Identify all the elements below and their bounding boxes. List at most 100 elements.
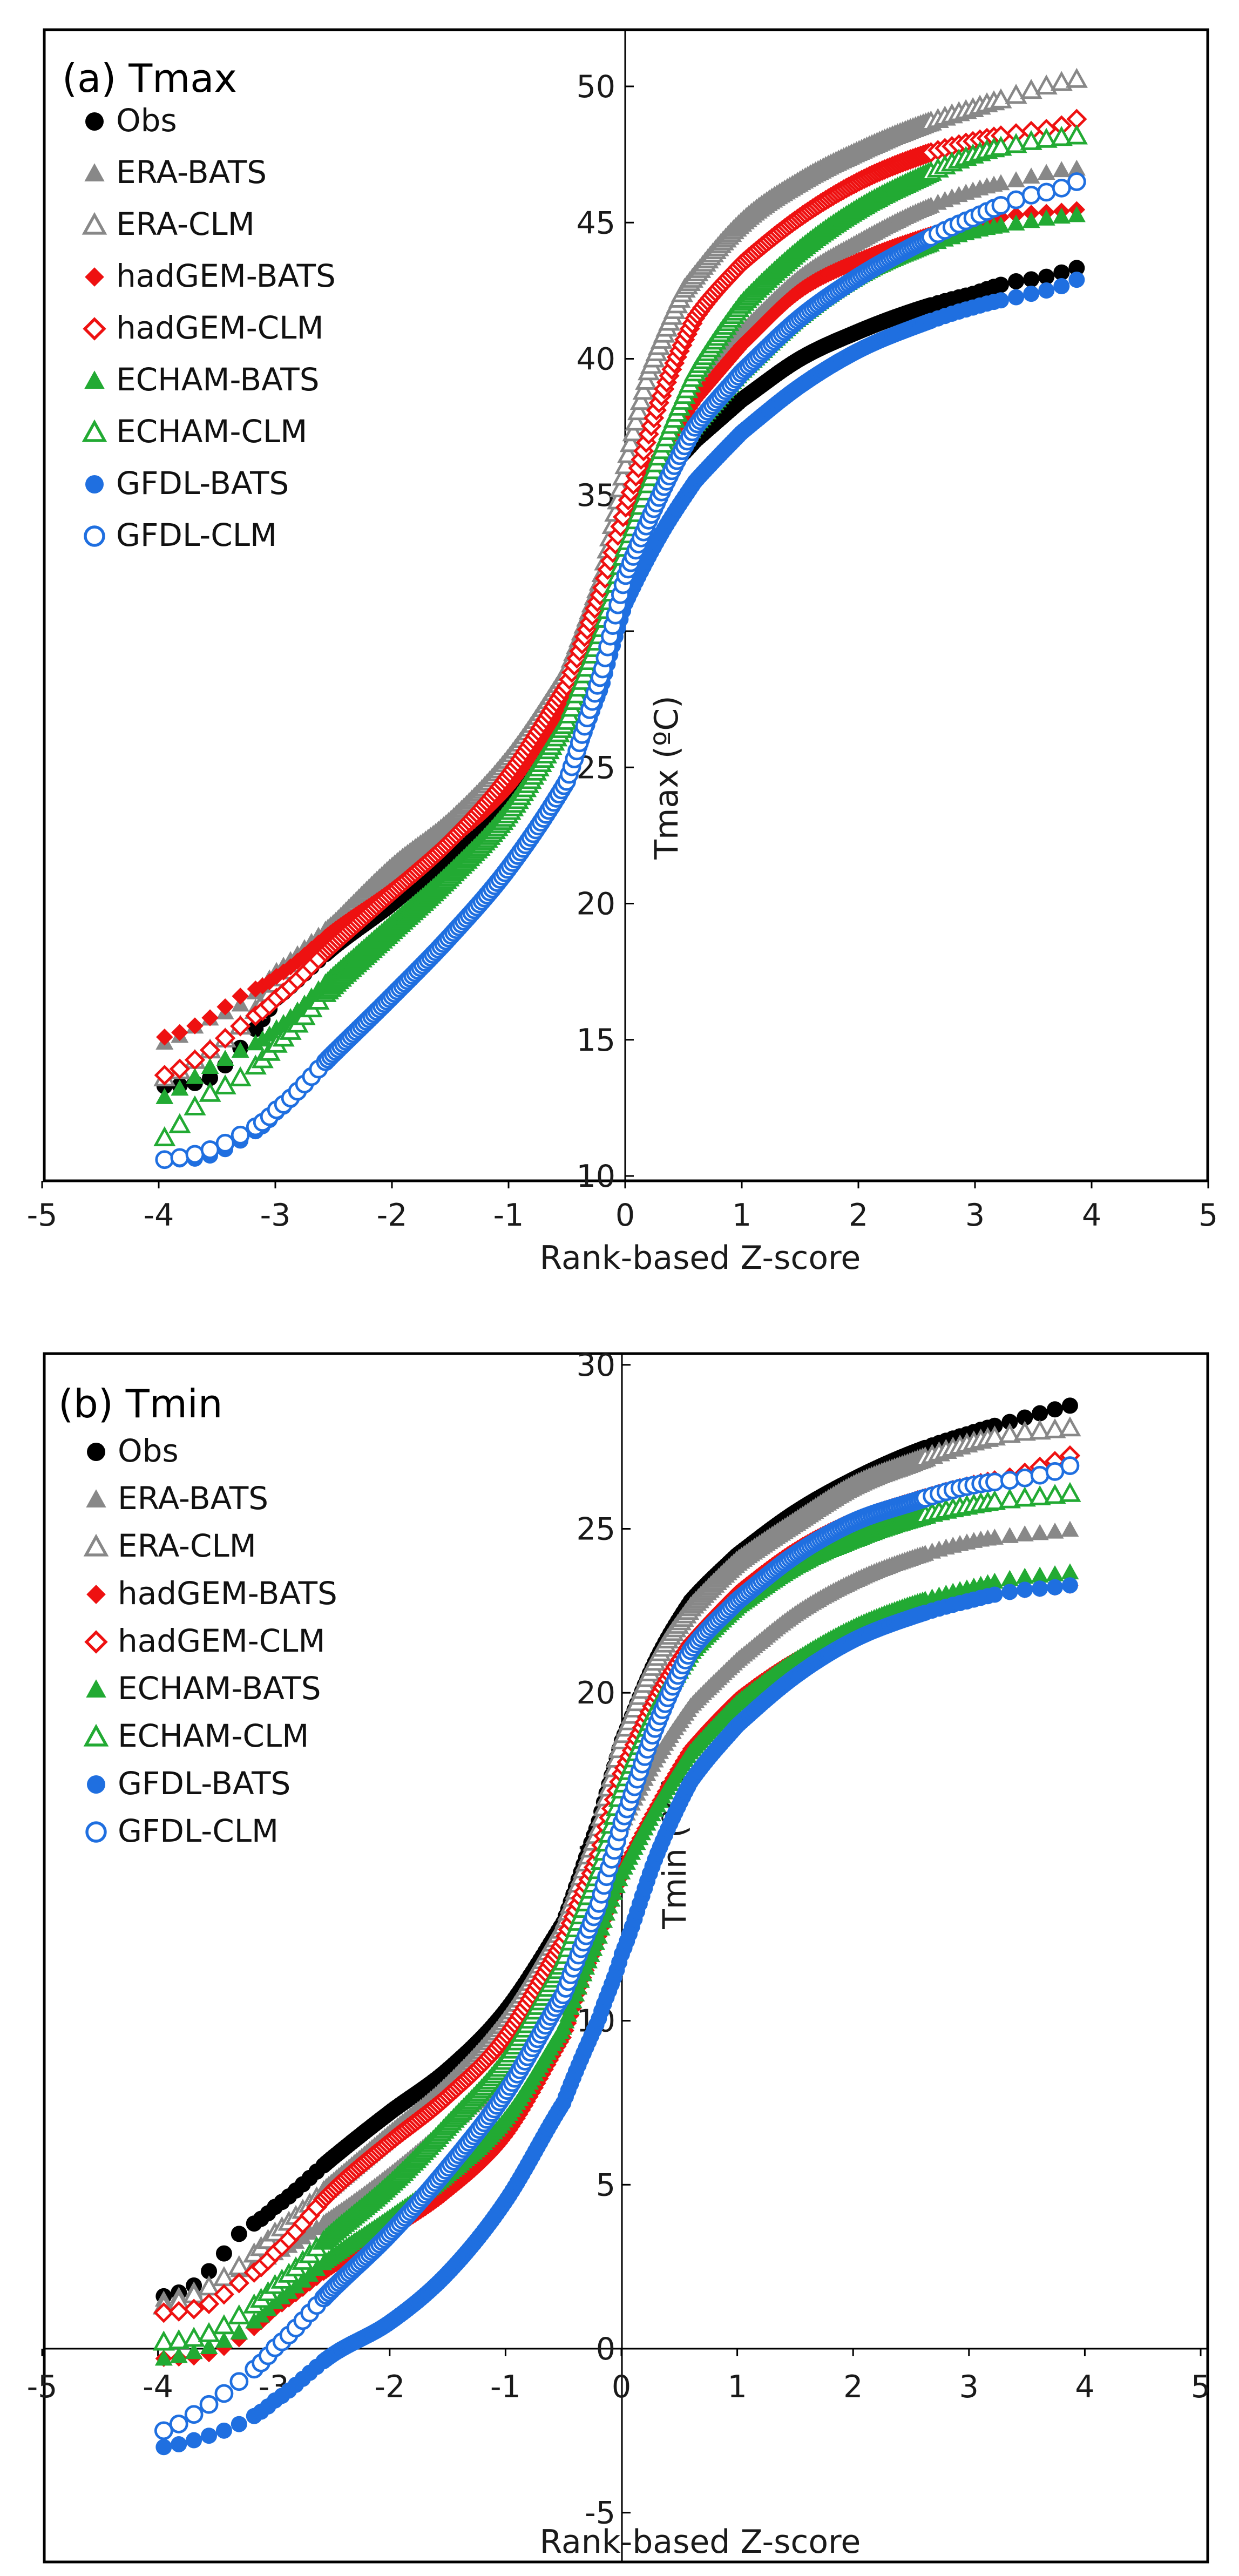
data-point xyxy=(201,2428,218,2444)
data-point xyxy=(214,1074,236,1094)
data-point xyxy=(1006,190,1026,209)
data-point xyxy=(1052,161,1071,178)
data-point xyxy=(214,1027,236,1049)
data-point xyxy=(1008,273,1025,290)
data-point xyxy=(992,174,1010,191)
data-point xyxy=(1038,282,1055,299)
data-point xyxy=(202,1070,219,1086)
panel-title: (b) Tmin xyxy=(58,1381,223,1426)
legend-label: hadGEM-CLM xyxy=(118,1622,326,1659)
panel-a-tmax: -5-4-3-2-1012345101520253035404550Tmax (… xyxy=(27,28,1218,1277)
data-point xyxy=(622,421,645,442)
data-point xyxy=(1007,214,1025,231)
data-point xyxy=(231,2226,247,2242)
x-tick-label: 0 xyxy=(615,1198,635,1233)
x-tick-label: -4 xyxy=(143,2369,173,2405)
data-point xyxy=(1047,1401,1064,1418)
data-point xyxy=(991,195,1011,215)
data-point xyxy=(153,1126,176,1146)
data-point xyxy=(230,1016,251,1037)
legend-marker xyxy=(85,112,104,131)
data-point xyxy=(1023,286,1040,302)
data-point xyxy=(1001,1584,1018,1600)
legend-item: hadGEM-BATS xyxy=(85,258,336,294)
x-tick-label: -1 xyxy=(493,1198,524,1233)
data-point xyxy=(171,1024,188,1042)
data-point xyxy=(1065,67,1088,88)
data-point xyxy=(231,2416,247,2432)
y-tick-label: 20 xyxy=(576,1675,615,1711)
data-point xyxy=(1038,268,1055,285)
legend-label: ECHAM-BATS xyxy=(116,361,320,398)
legend-label: ECHAM-CLM xyxy=(116,413,307,450)
legend-label: ECHAM-CLM xyxy=(118,1718,309,1754)
data-point xyxy=(231,1042,249,1058)
data-point xyxy=(986,1586,1003,1603)
panel-title: (a) Tmax xyxy=(62,56,237,101)
data-point xyxy=(992,292,1009,309)
legend-item: ECHAM-CLM xyxy=(82,413,307,450)
x-tick-label: -5 xyxy=(27,1198,58,1233)
data-point xyxy=(232,988,249,1005)
data-point xyxy=(1067,159,1086,176)
data-point xyxy=(185,1145,205,1164)
data-point xyxy=(186,2432,202,2449)
x-tick-label: -3 xyxy=(260,1198,291,1233)
y-tick-label: 50 xyxy=(576,69,615,105)
data-point xyxy=(1053,264,1070,281)
x-tick-label: 4 xyxy=(1082,1198,1101,1233)
x-tick-label: -4 xyxy=(144,1198,174,1233)
legend-marker xyxy=(84,525,105,547)
legend-label: GFDL-BATS xyxy=(118,1765,290,1802)
data-point xyxy=(1053,278,1070,294)
data-point xyxy=(1008,289,1025,306)
data-point xyxy=(1067,172,1086,191)
data-point xyxy=(1052,178,1071,198)
data-point xyxy=(1037,182,1056,202)
legend-marker xyxy=(87,1775,105,1794)
data-point xyxy=(1032,1405,1048,1422)
y-tick-label: 20 xyxy=(576,887,615,922)
data-point xyxy=(990,136,1012,156)
x-tick-label: 2 xyxy=(849,1198,868,1233)
data-point xyxy=(1005,133,1027,153)
data-point xyxy=(155,1088,174,1104)
data-point xyxy=(627,400,650,421)
data-point xyxy=(1020,130,1042,150)
y-tick-label: 10 xyxy=(576,1159,615,1194)
legend-label: GFDL-CLM xyxy=(118,1813,279,1849)
legend-item: hadGEM-CLM xyxy=(84,1622,326,1659)
data-point xyxy=(1037,209,1055,226)
data-point xyxy=(1015,1468,1034,1488)
data-point xyxy=(1030,1465,1050,1485)
data-point xyxy=(1035,74,1058,94)
data-point xyxy=(1050,71,1073,91)
data-point xyxy=(184,1095,206,1115)
x-axis-label: Rank-based Z-score xyxy=(540,1239,861,1277)
data-point xyxy=(171,2436,187,2453)
data-point xyxy=(170,1148,189,1167)
y-tick-label: 0 xyxy=(596,2331,615,2367)
legend-label: Obs xyxy=(116,102,177,139)
y-tick-label: 45 xyxy=(576,205,615,241)
legend-marker xyxy=(85,475,104,493)
x-tick-label: 3 xyxy=(959,2369,979,2405)
legend-marker xyxy=(87,1443,105,1461)
data-point xyxy=(155,2439,172,2456)
y-tick-label: 15 xyxy=(576,1023,615,1058)
data-point xyxy=(1065,124,1088,145)
data-point xyxy=(619,432,642,452)
data-point xyxy=(186,1067,204,1084)
data-point xyxy=(1068,260,1085,276)
x-tick-label: -1 xyxy=(490,2369,521,2405)
data-point xyxy=(1060,1456,1080,1475)
legend-item: hadGEM-BATS xyxy=(86,1575,337,1612)
data-point xyxy=(1050,126,1073,146)
data-point xyxy=(201,1058,219,1074)
data-point xyxy=(992,276,1009,293)
data-point xyxy=(1007,171,1025,187)
x-tick-label: 5 xyxy=(1199,1198,1218,1233)
data-point xyxy=(231,1125,250,1145)
data-point xyxy=(171,1079,189,1096)
